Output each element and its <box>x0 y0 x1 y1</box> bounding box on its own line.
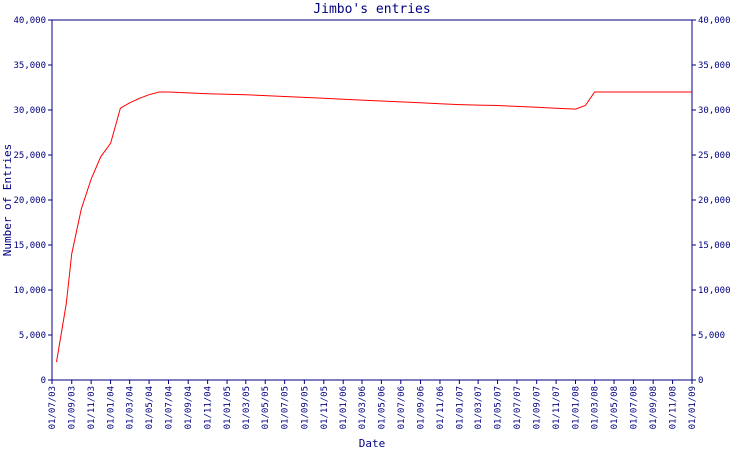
x-tick-label: 01/11/07 <box>552 386 562 429</box>
chart-title: Jimbo's entries <box>313 2 430 17</box>
y-tick-label-right: 30,000 <box>698 106 731 116</box>
x-tick-label: 01/05/08 <box>610 386 620 429</box>
x-tick-label: 01/03/07 <box>474 386 484 429</box>
x-tick-label: 01/07/05 <box>281 386 291 429</box>
plot-frame <box>51 19 693 381</box>
x-tick-label: 01/09/05 <box>300 386 310 429</box>
x-tick-label: 01/01/08 <box>572 386 582 429</box>
x-axis-title: Date <box>359 437 386 450</box>
y-tick-label-left: 20,000 <box>13 196 46 206</box>
x-tick-label: 01/09/03 <box>68 386 78 429</box>
x-tick-label: 01/01/04 <box>107 386 117 429</box>
y-tick-label-left: 35,000 <box>13 61 46 71</box>
x-tick-label: 01/03/06 <box>358 386 368 429</box>
y-tick-label-left: 5,000 <box>19 331 46 341</box>
y-tick-label-right: 10,000 <box>698 286 731 296</box>
x-tick-label: 01/07/03 <box>48 386 58 429</box>
y-tick-label-right: 0 <box>698 376 703 386</box>
x-tick-label: 01/03/05 <box>242 386 252 429</box>
x-tick-label: 01/11/05 <box>320 386 330 429</box>
x-tick-label: 01/07/07 <box>513 386 523 429</box>
y-tick-label-left: 10,000 <box>13 286 46 296</box>
x-tick-label: 01/07/08 <box>629 386 639 429</box>
x-tick-label: 01/11/06 <box>436 386 446 429</box>
x-tick-label: 01/07/04 <box>164 386 174 429</box>
x-tick-label: 01/11/04 <box>204 386 214 429</box>
y-tick-label-right: 40,000 <box>698 16 731 26</box>
x-tick-label: 01/05/06 <box>377 386 387 429</box>
x-tick-label: 01/05/05 <box>261 386 271 429</box>
x-tick-label: 01/03/08 <box>591 386 601 429</box>
x-tick-label: 01/01/09 <box>688 386 698 429</box>
y-tick-label-right: 20,000 <box>698 196 731 206</box>
x-tick-label: 01/09/04 <box>184 386 194 429</box>
y-tick-label-right: 35,000 <box>698 61 731 71</box>
x-tick-label: 01/05/04 <box>145 386 155 429</box>
series-layer <box>56 91 692 363</box>
y-tick-label-right: 5,000 <box>698 331 725 341</box>
y-tick-label-left: 15,000 <box>13 241 46 251</box>
y-axis-title: Number of Entries <box>1 144 14 257</box>
x-tick-label: 01/05/07 <box>494 386 504 429</box>
x-tick-label: 01/09/07 <box>533 386 543 429</box>
x-tick-label: 01/03/04 <box>126 386 136 429</box>
x-tick-label: 01/07/06 <box>397 386 407 429</box>
y-tick-label-left: 40,000 <box>13 16 46 26</box>
x-tick-label: 01/01/06 <box>339 386 349 429</box>
y-tick-label-left: 30,000 <box>13 106 46 116</box>
y-tick-label-left: 25,000 <box>13 151 46 161</box>
y-tick-label-right: 25,000 <box>698 151 731 161</box>
series-line <box>56 91 692 363</box>
x-tick-label: 01/01/07 <box>455 386 465 429</box>
x-tick-label: 01/11/03 <box>87 386 97 429</box>
x-axis: 01/07/03 01/09/03 01/11/03 01/01/04 01/03/04… <box>48 380 698 429</box>
x-tick-label: 01/09/08 <box>649 386 659 429</box>
y-axis: 0 0 5,000 5,000 10,000 10,000 15,000 15,000 20,0… <box>13 16 730 386</box>
x-tick-label: 01/09/06 <box>417 386 427 429</box>
y-tick-label-right: 15,000 <box>698 241 731 251</box>
x-tick-label: 01/11/08 <box>669 386 679 429</box>
x-tick-label: 01/01/05 <box>223 386 233 429</box>
y-tick-label-left: 0 <box>41 376 46 386</box>
